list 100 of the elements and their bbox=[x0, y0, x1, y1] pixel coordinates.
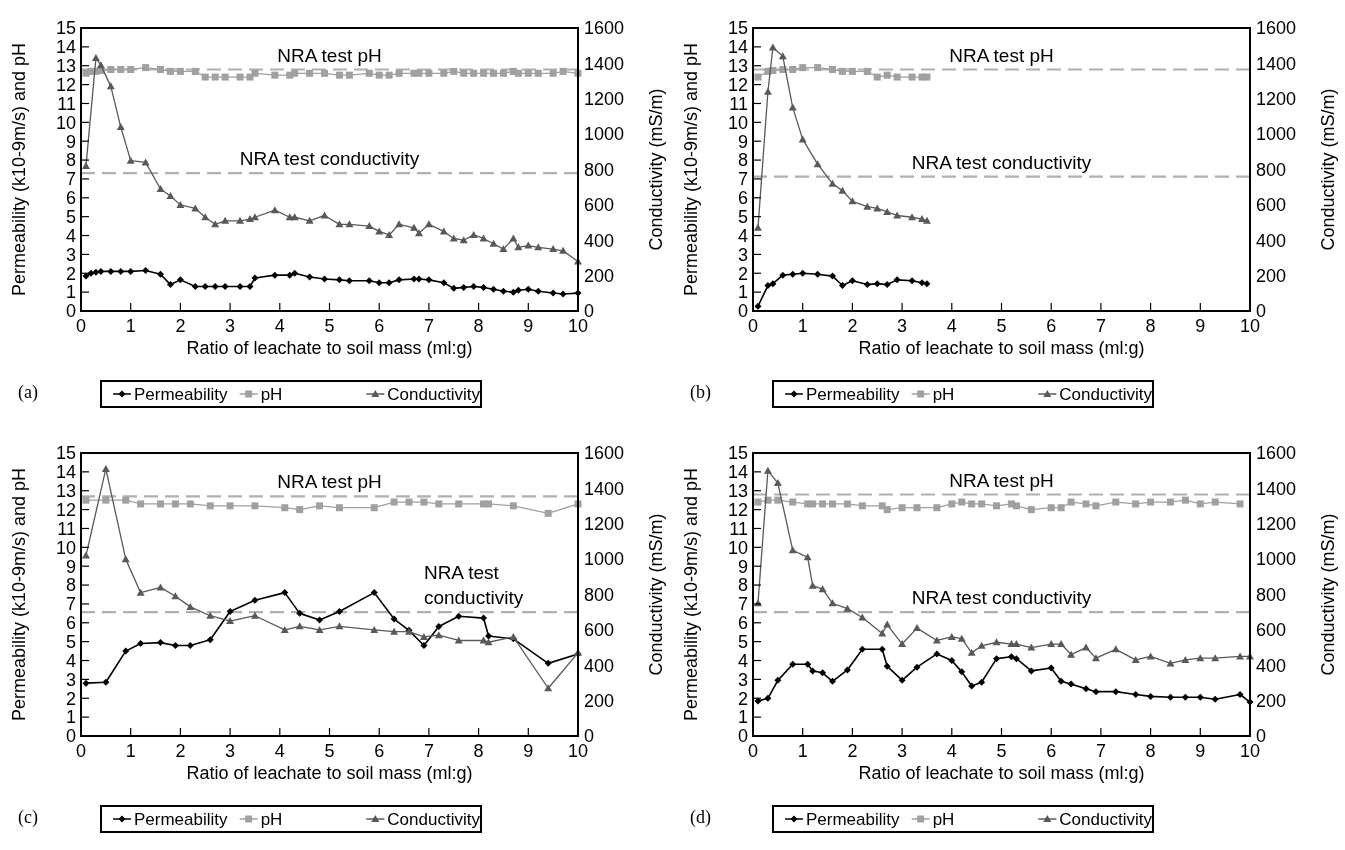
x-tick-label: 5 bbox=[324, 741, 335, 761]
x-tick-label: 6 bbox=[1046, 741, 1057, 761]
y-tick-label: 5 bbox=[65, 631, 76, 652]
ref-line-label: NRA test conductivity bbox=[239, 148, 420, 170]
y-tick-label: 8 bbox=[65, 575, 76, 596]
y2-tick-label: 200 bbox=[1256, 265, 1287, 286]
y-tick-label: 10 bbox=[55, 112, 76, 133]
x-tick-label: 5 bbox=[996, 316, 1007, 336]
x-tick-label: 7 bbox=[1095, 741, 1106, 761]
y2-tick-label: 600 bbox=[1256, 620, 1287, 641]
y2-tick-label: 800 bbox=[1256, 159, 1287, 180]
y2-tick-label: 1600 bbox=[1256, 443, 1297, 464]
y-tick-label: 0 bbox=[65, 301, 76, 322]
y-tick-label: 2 bbox=[737, 688, 748, 709]
y2-tick-label: 1400 bbox=[1256, 478, 1297, 499]
y-tick-label: 4 bbox=[65, 225, 76, 246]
legend-label: pH bbox=[932, 809, 955, 829]
legend-label: pH bbox=[932, 384, 955, 404]
y-tick-label: 1 bbox=[65, 707, 76, 728]
x-tick-label: 4 bbox=[274, 741, 285, 761]
y-tick-label: 8 bbox=[65, 150, 76, 171]
y2-tick-label: 1400 bbox=[1256, 53, 1297, 74]
y-tick-label: 7 bbox=[65, 594, 76, 615]
y-tick-label: 12 bbox=[55, 499, 76, 520]
y-tick-label: 5 bbox=[737, 206, 748, 227]
y-tick-label: 7 bbox=[737, 169, 748, 190]
y2-tick-label: 800 bbox=[584, 584, 615, 605]
x-tick-label: 5 bbox=[324, 316, 335, 336]
text: (a) bbox=[18, 382, 38, 403]
y2-tick-label: 600 bbox=[584, 195, 615, 216]
legend-label: Conductivity bbox=[387, 384, 481, 404]
y-tick-label: 14 bbox=[55, 37, 76, 58]
y-tick-label: 13 bbox=[55, 481, 76, 502]
ref-line-label: NRA test conductivity bbox=[911, 587, 1092, 609]
y-tick-label: 14 bbox=[55, 462, 76, 483]
x-tick-label: 1 bbox=[125, 316, 136, 336]
x-tick-label: 3 bbox=[225, 316, 236, 336]
y-tick-label: 13 bbox=[55, 56, 76, 77]
x-tick-label: 8 bbox=[473, 316, 484, 336]
y-tick-label: 4 bbox=[737, 225, 748, 246]
x-tick-label: 9 bbox=[523, 316, 534, 336]
x-tick-label: 8 bbox=[473, 741, 484, 761]
y-tick-label: 5 bbox=[65, 206, 76, 227]
y2-tick-label: 1000 bbox=[1256, 549, 1297, 570]
y-tick-label: 5 bbox=[737, 631, 748, 652]
x-tick-label: 3 bbox=[225, 741, 236, 761]
y2-axis-title: Conductivity (mS/m) bbox=[646, 513, 666, 676]
x-tick-label: 6 bbox=[374, 741, 385, 761]
x-tick-label: 7 bbox=[423, 741, 434, 761]
y2-tick-label: 800 bbox=[1256, 584, 1287, 605]
y-tick-label: 2 bbox=[65, 263, 76, 284]
y-tick-label: 11 bbox=[57, 93, 76, 114]
legend-label: Conductivity bbox=[387, 809, 481, 829]
y2-tick-label: 600 bbox=[584, 620, 615, 641]
x-tick-label: 5 bbox=[996, 741, 1007, 761]
x-tick-label: 6 bbox=[1046, 316, 1057, 336]
y-tick-label: 13 bbox=[727, 56, 748, 77]
y2-axis-title: Conductivity (mS/m) bbox=[646, 88, 666, 251]
y-tick-label: 10 bbox=[55, 537, 76, 558]
y-tick-label: 8 bbox=[737, 575, 748, 596]
y-tick-label: 12 bbox=[727, 499, 748, 520]
y-tick-label: 11 bbox=[729, 518, 748, 539]
y-tick-label: 4 bbox=[65, 650, 76, 671]
y2-tick-label: 1200 bbox=[584, 89, 625, 110]
x-tick-label: 2 bbox=[175, 741, 186, 761]
y-tick-label: 0 bbox=[737, 301, 748, 322]
ref-line-label: NRA test conductivity bbox=[911, 151, 1092, 173]
y-tick-label: 4 bbox=[737, 650, 748, 671]
legend-label: Conductivity bbox=[1059, 809, 1153, 829]
y-tick-label: 10 bbox=[727, 537, 748, 558]
legend-label: Permeability bbox=[806, 384, 901, 404]
x-tick-label: 8 bbox=[1145, 741, 1156, 761]
x-tick-label: 3 bbox=[897, 316, 908, 336]
y-tick-label: 9 bbox=[737, 556, 748, 577]
y2-tick-label: 400 bbox=[584, 655, 615, 676]
y2-tick-label: 1200 bbox=[1256, 514, 1297, 535]
y-axis-title: Permeability (k10-9m/s) and pH bbox=[681, 42, 701, 297]
y-tick-label: 6 bbox=[737, 188, 748, 209]
y2-tick-label: 400 bbox=[1256, 655, 1287, 676]
y-tick-label: 2 bbox=[65, 688, 76, 709]
text: (c) bbox=[18, 807, 38, 828]
legend-label: Permeability bbox=[134, 384, 229, 404]
text: (d) bbox=[690, 807, 711, 828]
y2-tick-label: 1000 bbox=[584, 124, 625, 145]
x-tick-label: 7 bbox=[423, 316, 434, 336]
x-tick-label: 1 bbox=[797, 316, 808, 336]
y-tick-label: 6 bbox=[737, 613, 748, 634]
y2-tick-label: 1200 bbox=[1256, 89, 1297, 110]
legend-label: pH bbox=[260, 809, 283, 829]
x-axis-title: Ratio of leachate to soil mass (ml:g) bbox=[186, 763, 473, 783]
y-axis-title: Permeability (k10-9m/s) and pH bbox=[9, 42, 29, 297]
y2-axis-title: Conductivity (mS/m) bbox=[1318, 88, 1338, 251]
y2-tick-label: 1000 bbox=[584, 549, 625, 570]
y-tick-label: 1 bbox=[737, 707, 748, 728]
x-tick-label: 8 bbox=[1145, 316, 1156, 336]
x-tick-label: 10 bbox=[1239, 741, 1261, 761]
ref-line-label: NRA test conductivity bbox=[423, 562, 524, 609]
x-tick-label: 10 bbox=[1239, 316, 1261, 336]
y-axis-title: Permeability (k10-9m/s) and pH bbox=[9, 467, 29, 722]
y-tick-label: 7 bbox=[65, 169, 76, 190]
